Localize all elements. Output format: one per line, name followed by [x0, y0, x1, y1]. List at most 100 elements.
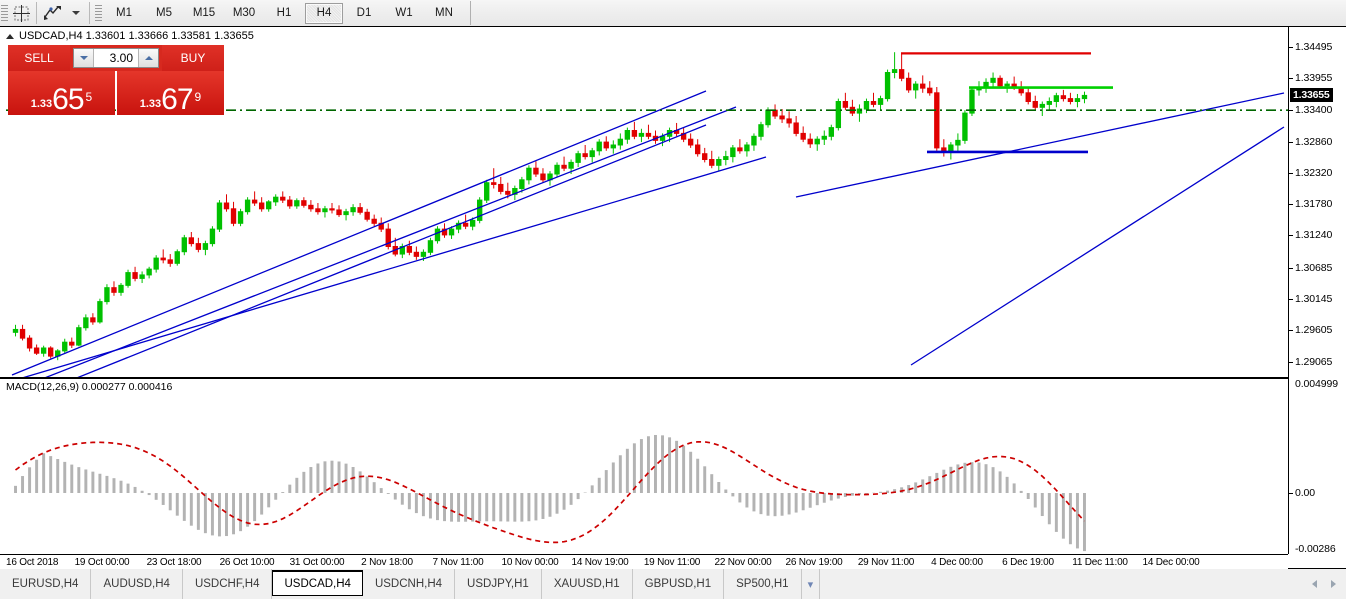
- chart-tab-usdcad[interactable]: USDCAD,H4: [272, 570, 363, 596]
- tab-nav-buttons: [1302, 569, 1346, 599]
- caret-down-icon: [79, 56, 88, 60]
- volume-decrement-button[interactable]: [74, 49, 94, 67]
- time-tick-label: 29 Nov 11:00: [857, 557, 915, 568]
- timeframe-m30[interactable]: M30: [232, 7, 256, 19]
- candlestick: [19, 324, 26, 341]
- candlestick: [723, 150, 729, 166]
- timeframe-h4[interactable]: H4: [305, 2, 343, 24]
- candlestick: [62, 338, 68, 354]
- candlestick: [76, 324, 82, 347]
- scroll-right-icon[interactable]: [1331, 580, 1336, 588]
- candlestick: [406, 240, 413, 256]
- crosshair-icon[interactable]: [10, 2, 32, 24]
- chart-tab-audusd[interactable]: AUDUSD,H4: [91, 569, 183, 599]
- timeframe-m1[interactable]: M1: [116, 7, 132, 19]
- price-tick-label: 1.34495: [1295, 40, 1333, 53]
- price-pane[interactable]: [0, 27, 1346, 377]
- chart-tab-usdcnh[interactable]: USDCNH,H4: [363, 569, 456, 599]
- candlestick: [744, 142, 750, 157]
- time-axis[interactable]: 16 Oct 2018 19 Oct 00:00 23 Oct 18:00 26 Oc…: [0, 554, 1288, 570]
- chart-tab-gbpusd[interactable]: GBPUSD,H1: [633, 569, 725, 599]
- toolbar-grip-2[interactable]: [95, 3, 102, 23]
- volume-increment-button[interactable]: [138, 49, 158, 67]
- chart-frame[interactable]: USDCAD,H4 1.33601 1.33666 1.33581 1.3365…: [0, 26, 1346, 570]
- macd-pane[interactable]: MACD(12,26,9) 0.000277 0.000416: [0, 379, 1346, 552]
- timeframe-m15[interactable]: M15: [192, 7, 216, 19]
- candlestick: [167, 254, 173, 267]
- candlestick: [687, 133, 694, 148]
- price-axis[interactable]: 1.34495 1.33955 1.33400 1.32860 1.32320 1.317…: [1288, 27, 1346, 555]
- price-tick-mark: [1289, 110, 1293, 112]
- time-tick-label: 14 Nov 19:00: [571, 557, 629, 568]
- candlestick: [702, 147, 708, 163]
- chart-tab-eurusd[interactable]: EURUSD,H4: [0, 569, 92, 599]
- chart-tab-sp500[interactable]: SP500,H1: [724, 569, 802, 599]
- chart-tab-usdjpy[interactable]: USDJPY,H1: [455, 569, 542, 599]
- price-tick-label: 1.29065: [1295, 355, 1333, 368]
- timeframe-d1[interactable]: D1: [356, 7, 372, 19]
- objects-icon[interactable]: [41, 2, 63, 24]
- candlestick: [40, 345, 47, 357]
- candlestick: [484, 179, 490, 203]
- buy-price-quote[interactable]: 1.33 67 9: [117, 71, 224, 115]
- sell-price-prefix: 1.33: [30, 98, 53, 110]
- macd-chart-svg: [14, 434, 1086, 552]
- time-tick-label: 4 Dec 00:00: [931, 557, 983, 568]
- scroll-left-icon[interactable]: [1312, 580, 1317, 588]
- tab-overflow-caret[interactable]: ▾: [802, 569, 821, 599]
- chart-tabs: EURUSD,H4 AUDUSD,H4 USDCHF,H4 USDCAD,H4 USDC…: [0, 569, 1302, 599]
- candlestick: [891, 52, 898, 79]
- chart-tab-xauusd[interactable]: XAUUSD,H1: [542, 569, 633, 599]
- candlestick: [202, 240, 209, 256]
- volume-stepper[interactable]: 3.00: [73, 48, 159, 68]
- candlestick: [97, 298, 103, 324]
- candlestick: [160, 249, 166, 264]
- candlestick: [779, 109, 785, 123]
- candlestick: [244, 197, 251, 215]
- candlestick: [631, 121, 638, 140]
- main-toolbar: M1 M5 M15 M30 H1 H4 D1 W1 MN: [0, 0, 1346, 27]
- toolbar-grip-1[interactable]: [1, 3, 8, 23]
- candlestick: [934, 87, 940, 151]
- objects-dropdown-caret[interactable]: [63, 2, 85, 24]
- candlestick: [695, 139, 701, 157]
- sell-price-quote[interactable]: 1.33 65 5: [8, 71, 115, 115]
- timeframe-w1[interactable]: W1: [395, 7, 413, 19]
- timeframe-m5[interactable]: M5: [156, 7, 172, 19]
- candlestick: [343, 208, 349, 221]
- candlestick: [814, 136, 820, 151]
- candlestick-plot[interactable]: [6, 29, 1288, 377]
- macd-plot[interactable]: [6, 379, 1288, 552]
- candlestick: [273, 194, 279, 206]
- buy-button[interactable]: BUY: [162, 45, 224, 71]
- candlestick: [413, 246, 420, 260]
- candlestick: [350, 204, 356, 216]
- one-click-trading-panel[interactable]: SELL 3.00 BUY 1.33 65 5: [8, 45, 224, 115]
- candlestick: [125, 269, 131, 288]
- candlestick: [983, 78, 989, 93]
- candlestick: [969, 87, 975, 116]
- candlestick: [132, 266, 138, 282]
- chart-tab-bar: EURUSD,H4 AUDUSD,H4 USDCHF,H4 USDCAD,H4 USDC…: [0, 569, 1346, 599]
- price-tick-label: 1.33955: [1295, 72, 1333, 84]
- candlestick: [920, 75, 926, 93]
- price-tick-mark: [1289, 235, 1293, 237]
- candlestick: [582, 145, 588, 160]
- price-tick-mark: [1289, 141, 1293, 143]
- candlestick: [786, 111, 792, 128]
- sell-button[interactable]: SELL: [8, 45, 70, 71]
- chart-symbol-ohlc: USDCAD,H4 1.33601 1.33666 1.33581 1.3365…: [19, 30, 254, 42]
- macd-tick-label: 0.00: [1295, 487, 1316, 499]
- price-tick-mark: [1289, 46, 1293, 48]
- price-tick-label: 1.30145: [1295, 292, 1333, 305]
- chart-tab-usdchf[interactable]: USDCHF,H4: [183, 569, 273, 599]
- candlestick: [617, 133, 624, 150]
- timeframe-h1[interactable]: H1: [276, 7, 292, 19]
- time-tick-label: 16 Oct 2018: [6, 557, 59, 568]
- macd-tick-label: -0.00286: [1295, 543, 1336, 555]
- candlestick: [181, 234, 187, 256]
- candlestick: [371, 214, 377, 227]
- candlestick: [730, 145, 736, 163]
- volume-value[interactable]: 3.00: [109, 51, 133, 65]
- timeframe-mn[interactable]: MN: [435, 7, 453, 19]
